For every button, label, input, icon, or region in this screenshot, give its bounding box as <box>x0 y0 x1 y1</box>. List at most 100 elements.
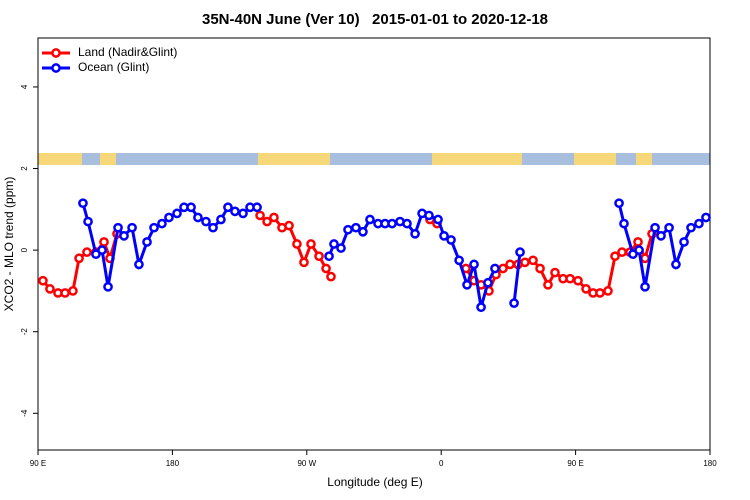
series-line <box>464 233 654 295</box>
data-point <box>664 222 674 233</box>
data-point <box>550 267 560 278</box>
data-point <box>223 202 233 213</box>
data-point <box>476 302 486 313</box>
data-point <box>603 286 613 296</box>
data-point <box>581 284 591 294</box>
x-tick-label: 180 <box>166 459 180 468</box>
data-point <box>82 247 92 258</box>
data-point <box>365 214 375 225</box>
data-point <box>230 206 240 217</box>
data-point <box>619 218 629 229</box>
data-point <box>103 281 113 292</box>
data-point <box>617 247 627 258</box>
data-point <box>284 220 294 231</box>
data-point <box>535 263 545 274</box>
y-tick-label: 4 <box>20 84 29 89</box>
data-point <box>410 228 420 239</box>
data-point <box>292 239 302 249</box>
data-point <box>462 279 472 290</box>
data-point <box>701 212 711 223</box>
data-point <box>172 208 182 219</box>
data-point <box>402 218 412 229</box>
data-point <box>321 263 331 274</box>
data-point <box>694 218 704 229</box>
data-point <box>262 216 272 227</box>
data-point <box>565 273 575 284</box>
data-point <box>446 235 456 245</box>
data-point <box>68 286 78 296</box>
x-tick-label: 90 W <box>297 459 316 468</box>
y-tick-label: 0 <box>20 247 29 252</box>
data-point <box>505 259 515 270</box>
data-point <box>252 202 262 213</box>
data-point <box>509 298 519 308</box>
data-point <box>343 224 353 235</box>
data-point <box>439 230 449 241</box>
data-point <box>45 284 55 294</box>
data-point <box>679 237 689 247</box>
data-point <box>255 210 265 221</box>
data-point <box>299 257 309 268</box>
data-point <box>515 247 525 258</box>
y-axis-label: XCO2 - MLO trend (ppm) <box>2 177 16 312</box>
data-point <box>424 210 434 221</box>
data-point <box>193 212 203 223</box>
series-line <box>512 251 522 304</box>
data-point <box>433 214 443 225</box>
data-point <box>469 259 479 270</box>
data-point <box>640 281 650 292</box>
x-axis-label: Longitude (deg E) <box>327 475 422 489</box>
data-point <box>640 253 650 264</box>
data-point <box>134 259 144 270</box>
data-point <box>633 237 643 247</box>
data-point <box>99 237 109 247</box>
data-point <box>614 198 624 209</box>
data-point <box>543 279 553 290</box>
data-point <box>127 222 137 233</box>
data-point <box>186 202 196 213</box>
data-point <box>454 255 464 266</box>
data-point <box>113 222 123 233</box>
series-line <box>617 202 707 288</box>
data-point <box>60 288 70 298</box>
data-point <box>324 251 334 262</box>
data-point <box>387 218 397 229</box>
data-point <box>634 245 644 255</box>
data-point <box>269 212 279 223</box>
legend-marker <box>51 63 61 73</box>
data-point <box>650 222 660 233</box>
data-point <box>83 216 93 227</box>
data-point <box>74 253 84 264</box>
data-point <box>208 222 218 233</box>
data-point <box>216 214 226 225</box>
data-point <box>201 216 211 227</box>
data-point <box>97 245 107 255</box>
data-point <box>238 208 248 219</box>
data-point <box>528 255 538 266</box>
legend-label: Ocean (Glint) <box>78 60 149 74</box>
data-point <box>164 212 174 223</box>
x-tick-label: 0 <box>439 459 444 468</box>
data-point <box>490 263 500 274</box>
plot-frame <box>37 37 711 451</box>
data-point <box>595 288 605 298</box>
x-tick-label: 180 <box>703 459 717 468</box>
chart-title: 35N-40N June (Ver 10) 2015-01-01 to 2020… <box>202 11 548 28</box>
y-tick-label: 2 <box>20 166 29 171</box>
y-tick-label: -4 <box>20 409 29 417</box>
data-point <box>326 271 336 282</box>
data-point <box>671 259 681 270</box>
data-point <box>38 275 48 286</box>
data-point <box>157 218 167 229</box>
data-point <box>142 237 152 247</box>
x-tick-label: 90 E <box>567 459 583 468</box>
legend-label: Land (Nadir&Glint) <box>78 45 177 59</box>
data-point <box>149 222 159 233</box>
data-point <box>78 198 88 209</box>
legend-marker <box>51 48 61 58</box>
data-point <box>329 239 339 249</box>
x-tick-label: 90 E <box>30 459 46 468</box>
data-point <box>119 230 129 241</box>
data-point <box>336 243 346 253</box>
data-point <box>314 251 324 262</box>
